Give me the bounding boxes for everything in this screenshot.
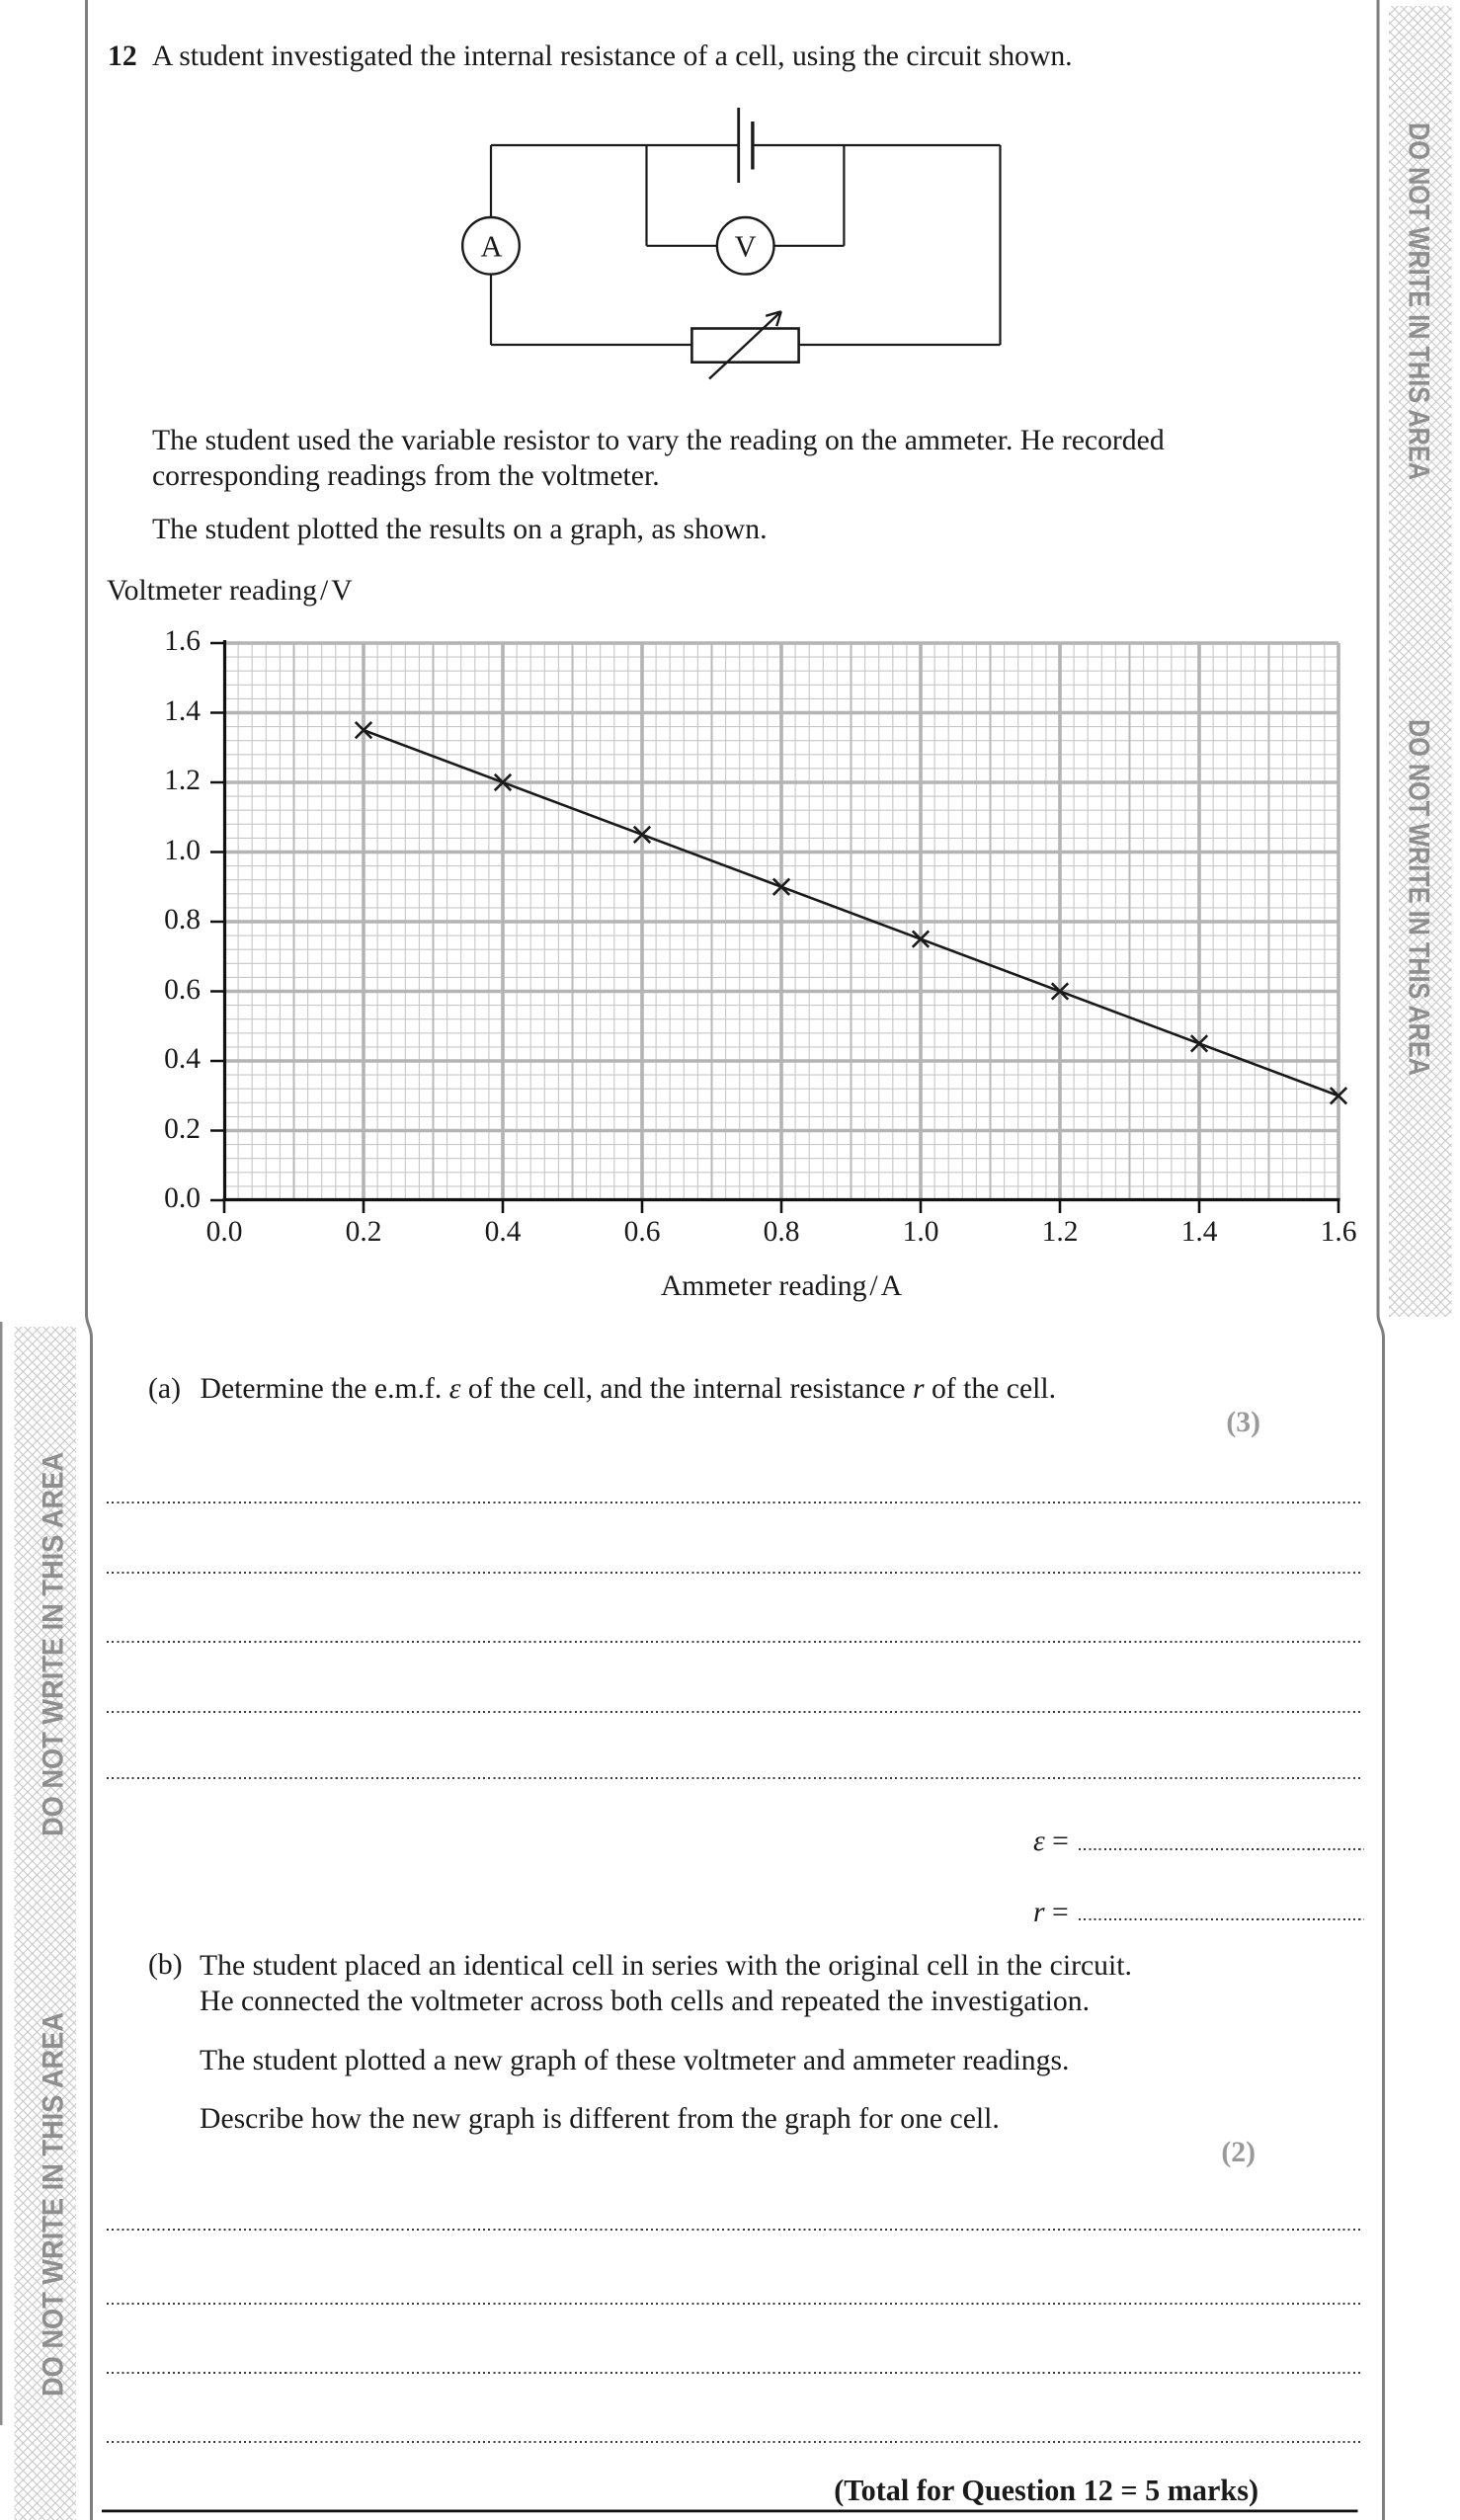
svg-text:DO NOT WRITE IN THIS AREA: DO NOT WRITE IN THIS AREA — [38, 1452, 70, 1836]
svg-text:A: A — [480, 230, 502, 264]
svg-text:V: V — [735, 230, 757, 264]
svg-text:DO NOT WRITE IN THIS AREA: DO NOT WRITE IN THIS AREA — [1403, 719, 1435, 1076]
svg-text:DO NOT WRITE IN THIS AREA: DO NOT WRITE IN THIS AREA — [1403, 122, 1435, 480]
svg-text:DO NOT WRITE IN THIS AREA: DO NOT WRITE IN THIS AREA — [38, 2012, 70, 2397]
